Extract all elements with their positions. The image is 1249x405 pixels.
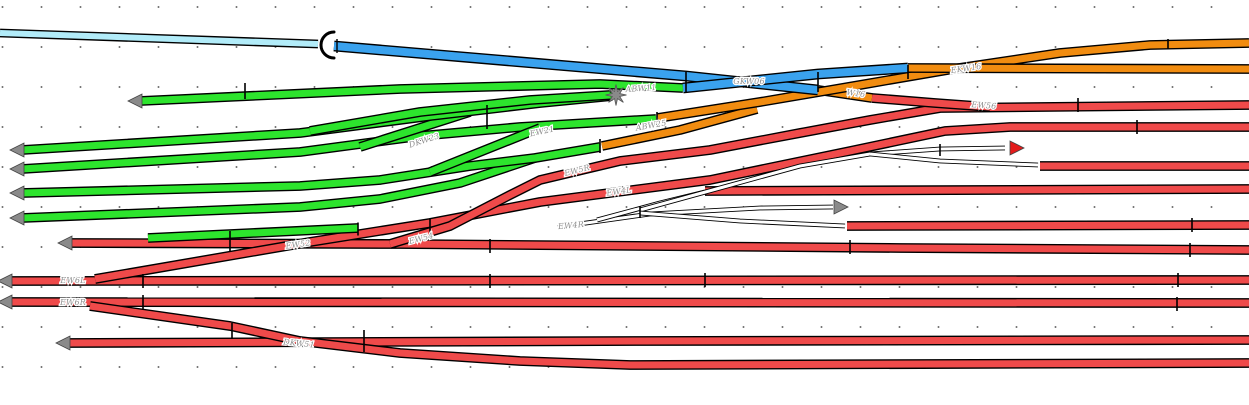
track-end-arrow-green-3[interactable] [9, 161, 25, 177]
switch-label[interactable]: EW56 [969, 99, 998, 112]
track-red-siding-row-341[interactable] [67, 336, 1249, 347]
track-end-star-green[interactable] [605, 84, 627, 106]
track-end-arrow-red-243[interactable] [57, 235, 73, 251]
track-end-arrow-green-1[interactable] [127, 93, 143, 109]
track-green-crossover-2[interactable] [428, 124, 542, 176]
track-green-track-4[interactable] [21, 143, 601, 197]
track-red-siding-row-282[interactable] [9, 276, 1249, 285]
c-bracket-symbol[interactable] [319, 30, 336, 60]
track-end-arrow-red-282[interactable] [0, 273, 13, 289]
switch-label[interactable]: EW6L [58, 275, 86, 286]
switch-label[interactable]: W16 [845, 87, 867, 101]
track-white-track-up-2b[interactable] [869, 152, 1039, 167]
switch-label[interactable]: EW4R [556, 219, 586, 233]
track-orange-connector-lower[interactable] [601, 105, 758, 150]
track-green-track-1[interactable] [139, 80, 684, 105]
switch-label[interactable]: GKW06 [732, 76, 766, 87]
track-red-ladder-diagonal-b[interactable] [388, 101, 1249, 248]
track-end-arrow-white[interactable] [833, 199, 849, 215]
track-cyan-feeder-line[interactable] [0, 30, 319, 47]
track-white-track-up-2[interactable] [639, 146, 1006, 212]
track-green-track-5[interactable] [21, 154, 537, 222]
ticks-layer [142, 39, 1193, 352]
track-white-track-low[interactable] [639, 211, 846, 228]
track-green-stub-track[interactable] [147, 224, 359, 242]
track-green-track-3[interactable] [21, 115, 657, 173]
track-green-track-2b[interactable] [309, 91, 611, 135]
track-red-branch-row-363[interactable] [89, 302, 1249, 369]
track-red-ladder-diagonal-a[interactable] [94, 123, 1249, 283]
switch-label[interactable]: EW4L [604, 184, 634, 199]
track-end-arrow-green-5[interactable] [9, 210, 25, 226]
switch-label[interactable]: EW6R [58, 297, 87, 308]
tracks-layer [0, 28, 1249, 370]
track-red-siding-row-302[interactable] [9, 298, 1249, 307]
symbols-layer [319, 30, 338, 60]
track-red-main-row-243[interactable] [69, 239, 1249, 254]
track-red-row-189[interactable] [704, 185, 1249, 195]
track-end-arrow-green-4[interactable] [9, 185, 25, 201]
arrows-layer [0, 84, 1025, 351]
track-red-row-225[interactable] [846, 221, 1249, 230]
track-orange-row-68[interactable] [907, 64, 1249, 73]
track-red-connector-stub[interactable] [871, 94, 991, 111]
track-end-arrow-red-341[interactable] [55, 335, 71, 351]
track-end-arrow-green-2[interactable] [9, 142, 25, 158]
switch-label[interactable]: ABW11 [623, 82, 658, 96]
track-end-arrow-red-tip[interactable] [1009, 140, 1025, 156]
track-end-arrow-red-302[interactable] [0, 294, 13, 310]
